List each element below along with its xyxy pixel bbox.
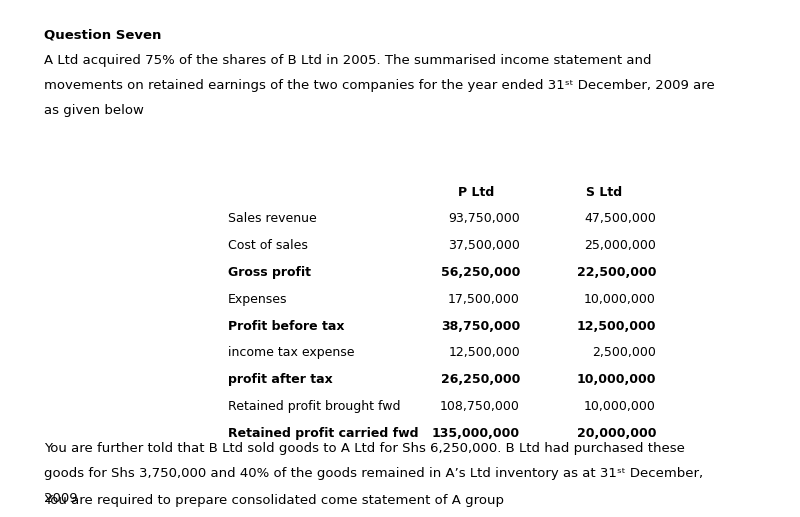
- Text: Profit before tax: Profit before tax: [228, 320, 345, 332]
- Text: 2009: 2009: [44, 492, 78, 505]
- Text: Expenses: Expenses: [228, 293, 287, 306]
- Text: income tax expense: income tax expense: [228, 346, 354, 359]
- Text: 10,000,000: 10,000,000: [577, 373, 656, 386]
- Text: 20,000,000: 20,000,000: [577, 427, 656, 440]
- Text: 2,500,000: 2,500,000: [592, 346, 656, 359]
- Text: 12,500,000: 12,500,000: [577, 320, 656, 332]
- Text: A Ltd acquired 75% of the shares of B Ltd in 2005. The summarised income stateme: A Ltd acquired 75% of the shares of B Lt…: [44, 54, 651, 67]
- Text: Retained profit brought fwd: Retained profit brought fwd: [228, 400, 401, 413]
- Text: P Ltd: P Ltd: [458, 186, 494, 199]
- Text: Gross profit: Gross profit: [228, 266, 311, 279]
- Text: goods for Shs 3,750,000 and 40% of the goods remained in A’s Ltd inventory as at: goods for Shs 3,750,000 and 40% of the g…: [44, 467, 703, 480]
- Text: Cost of sales: Cost of sales: [228, 239, 308, 252]
- Text: 56,250,000: 56,250,000: [441, 266, 520, 279]
- Text: 47,500,000: 47,500,000: [584, 212, 656, 225]
- Text: 135,000,000: 135,000,000: [432, 427, 520, 440]
- Text: profit after tax: profit after tax: [228, 373, 333, 386]
- Text: 93,750,000: 93,750,000: [448, 212, 520, 225]
- Text: 108,750,000: 108,750,000: [440, 400, 520, 413]
- Text: 10,000,000: 10,000,000: [584, 293, 656, 306]
- Text: You are further told that B Ltd sold goods to A Ltd for Shs 6,250,000. B Ltd had: You are further told that B Ltd sold goo…: [44, 442, 685, 455]
- Text: 12,500,000: 12,500,000: [448, 346, 520, 359]
- Text: 26,250,000: 26,250,000: [441, 373, 520, 386]
- Text: 37,500,000: 37,500,000: [448, 239, 520, 252]
- Text: Retained profit carried fwd: Retained profit carried fwd: [228, 427, 418, 440]
- Text: Question Seven: Question Seven: [44, 28, 162, 41]
- Text: 25,000,000: 25,000,000: [584, 239, 656, 252]
- Text: S Ltd: S Ltd: [586, 186, 622, 199]
- Text: 38,750,000: 38,750,000: [441, 320, 520, 332]
- Text: 17,500,000: 17,500,000: [448, 293, 520, 306]
- Text: Sales revenue: Sales revenue: [228, 212, 317, 225]
- Text: 10,000,000: 10,000,000: [584, 400, 656, 413]
- Text: 22,500,000: 22,500,000: [577, 266, 656, 279]
- Text: as given below: as given below: [44, 104, 144, 117]
- Text: You are required to prepare consolidated come statement of A group: You are required to prepare consolidated…: [44, 494, 504, 507]
- Text: movements on retained earnings of the two companies for the year ended 31ˢᵗ Dece: movements on retained earnings of the tw…: [44, 79, 714, 92]
